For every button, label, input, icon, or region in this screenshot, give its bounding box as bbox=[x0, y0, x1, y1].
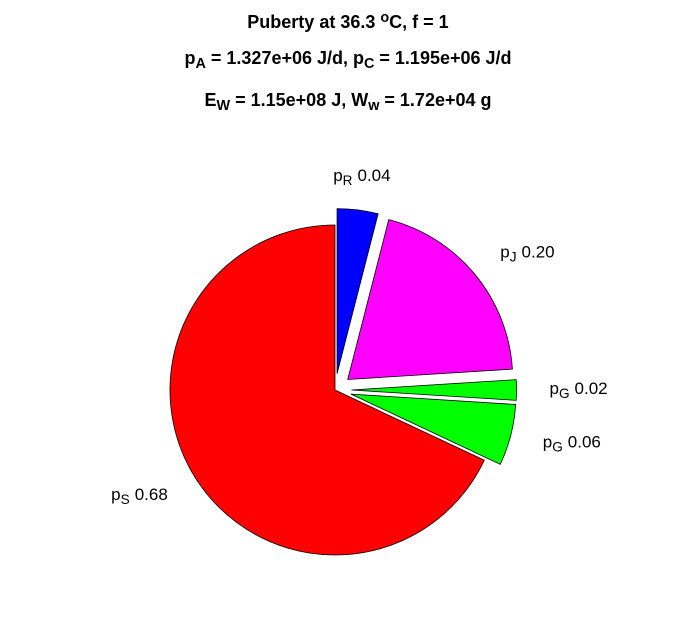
text-run: p bbox=[333, 166, 342, 185]
text-run: = 1.15e+08 J, W bbox=[230, 90, 368, 110]
slice-label: pS 0.68 bbox=[111, 485, 168, 507]
text-run: C bbox=[364, 56, 374, 72]
value-label: 0.20 bbox=[522, 242, 555, 261]
value-label: 0.04 bbox=[357, 166, 390, 185]
slice-label: pG 0.02 bbox=[550, 379, 608, 401]
text-run: p bbox=[550, 379, 559, 398]
text-run: A bbox=[195, 56, 206, 72]
text-run: p bbox=[184, 48, 195, 68]
slice-label: pJ 0.20 bbox=[500, 242, 554, 264]
text-run: J bbox=[510, 249, 517, 264]
value-label: 0.02 bbox=[575, 379, 608, 398]
pie-slice bbox=[350, 393, 517, 465]
text-run: o bbox=[380, 10, 389, 26]
value-label: 0.06 bbox=[568, 432, 601, 451]
pie-slice bbox=[169, 224, 485, 556]
chart-title: pA = 1.327e+06 J/d, pC = 1.195e+06 J/d bbox=[184, 48, 511, 72]
text-run: p bbox=[500, 242, 509, 261]
text-run: R bbox=[343, 173, 353, 188]
value-label: 0.68 bbox=[135, 485, 168, 504]
text-run: = 1.327e+06 J/d, p bbox=[206, 48, 364, 68]
slice-label: pG 0.06 bbox=[543, 432, 601, 454]
pie-slice bbox=[351, 379, 517, 401]
text-run: E bbox=[205, 90, 217, 110]
pie-slice bbox=[336, 208, 379, 374]
text-run: C, f = 1 bbox=[389, 12, 449, 32]
text-run: w bbox=[367, 98, 380, 114]
chart-title: EW = 1.15e+08 J, Ww = 1.72e+04 g bbox=[205, 90, 492, 114]
chart-title: Puberty at 36.3 oC, f = 1 bbox=[247, 10, 448, 32]
text-run: G bbox=[552, 440, 563, 455]
text-run: p bbox=[111, 485, 120, 504]
text-run: = 1.72e+04 g bbox=[379, 90, 491, 110]
slice-label: pR 0.04 bbox=[333, 166, 390, 188]
text-run: Puberty at 36.3 bbox=[247, 12, 380, 32]
text-run: S bbox=[121, 492, 130, 507]
text-run: G bbox=[559, 386, 570, 401]
text-run: p bbox=[543, 432, 552, 451]
text-run: = 1.195e+06 J/d bbox=[374, 48, 511, 68]
text-run: W bbox=[217, 98, 231, 114]
pie-slice bbox=[347, 219, 513, 380]
